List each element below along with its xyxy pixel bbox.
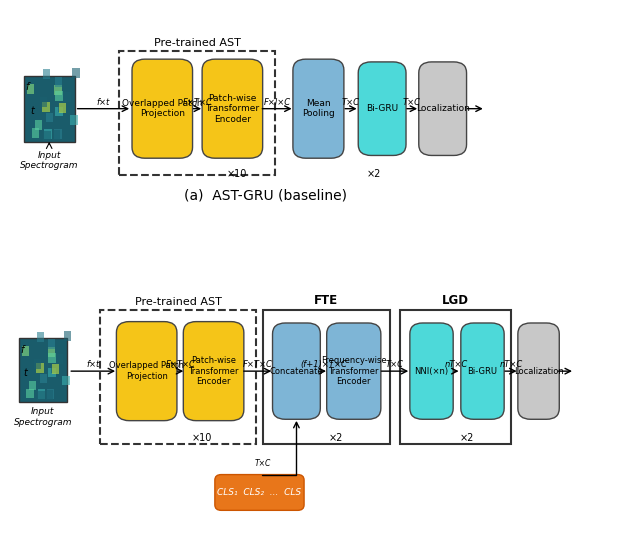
Bar (49, 368, 56, 378)
Text: NNI(×n): NNI(×n) (415, 367, 449, 375)
Bar (34, 359, 41, 369)
Text: Pre-trained AST: Pre-trained AST (135, 297, 221, 307)
Bar (40, 97, 47, 107)
Bar (45, 113, 53, 122)
Text: T×C: T×C (403, 97, 421, 107)
Text: FTE: FTE (314, 294, 339, 307)
Text: F×T×C: F×T×C (182, 97, 212, 107)
Text: Localization: Localization (514, 367, 563, 375)
FancyBboxPatch shape (419, 62, 467, 155)
Text: Bi-GRU: Bi-GRU (467, 367, 497, 375)
Bar (47, 347, 55, 357)
Text: t: t (30, 106, 34, 117)
Bar (31, 128, 39, 138)
Text: ×10: ×10 (192, 434, 212, 444)
Text: nT×C: nT×C (445, 360, 468, 369)
Text: CLS₁  CLS₂  ...  CLS: CLS₁ CLS₂ ... CLS (218, 488, 301, 497)
Text: (f+1)×T×C: (f+1)×T×C (300, 360, 347, 369)
Bar (42, 102, 50, 112)
Text: F×T×C: F×T×C (166, 360, 195, 369)
Bar (55, 107, 63, 117)
Text: Patch-wise
Transformer
Encoder: Patch-wise Transformer Encoder (205, 94, 259, 123)
Text: f: f (20, 345, 24, 354)
Bar (22, 347, 29, 356)
Bar (62, 376, 70, 385)
Text: nT×C: nT×C (499, 360, 522, 369)
Bar (27, 84, 34, 94)
FancyBboxPatch shape (183, 322, 244, 421)
Text: ×10: ×10 (227, 169, 247, 179)
Text: ×2: ×2 (329, 434, 343, 444)
Text: f×t: f×t (86, 360, 100, 369)
Bar (46, 390, 53, 400)
Bar (37, 391, 45, 401)
Text: Concatenate: Concatenate (269, 367, 323, 375)
Text: Overlapped Patch
Projection: Overlapped Patch Projection (109, 362, 184, 381)
FancyBboxPatch shape (116, 322, 177, 421)
Bar (38, 389, 45, 399)
Bar (51, 364, 59, 373)
Bar (59, 103, 66, 113)
FancyBboxPatch shape (461, 323, 504, 419)
Bar (40, 374, 47, 383)
Text: T×C: T×C (255, 459, 271, 468)
Text: Bi-GRU: Bi-GRU (366, 104, 398, 113)
Bar (63, 92, 71, 102)
Text: Patch-wise
Transformer
Encoder: Patch-wise Transformer Encoder (188, 356, 239, 386)
Bar (26, 389, 33, 398)
Bar (52, 364, 59, 374)
Bar (44, 129, 52, 139)
Text: f×t: f×t (97, 97, 110, 107)
FancyBboxPatch shape (410, 323, 453, 419)
FancyBboxPatch shape (518, 323, 559, 419)
Text: Input
Spectrogram: Input Spectrogram (20, 151, 79, 170)
FancyBboxPatch shape (273, 323, 320, 419)
Text: F×l×C: F×l×C (264, 97, 291, 107)
Text: T×C: T×C (342, 97, 360, 107)
Bar (49, 353, 56, 363)
Text: Localization: Localization (416, 104, 470, 113)
Bar (19, 338, 67, 401)
FancyBboxPatch shape (132, 59, 193, 158)
Bar (47, 389, 54, 399)
Bar (48, 340, 55, 349)
Bar (35, 120, 42, 130)
Text: Mean
Pooling: Mean Pooling (302, 99, 335, 118)
Text: T×C: T×C (386, 360, 404, 369)
Text: t: t (23, 368, 27, 378)
Bar (44, 131, 51, 140)
Text: Pre-trained AST: Pre-trained AST (154, 38, 241, 48)
Bar (36, 363, 44, 373)
Text: (a)  AST-GRU (baseline): (a) AST-GRU (baseline) (184, 189, 348, 202)
Bar (55, 77, 63, 87)
Bar (52, 130, 60, 139)
Bar (24, 76, 75, 142)
Bar (43, 69, 51, 79)
Bar (64, 331, 72, 341)
Bar (29, 380, 36, 390)
Text: ×2: ×2 (460, 434, 474, 444)
Text: ×2: ×2 (367, 169, 381, 179)
Bar (55, 91, 63, 101)
Text: Input
Spectrogram: Input Spectrogram (13, 408, 72, 427)
Bar (70, 114, 77, 124)
Text: F×T×C: F×T×C (243, 360, 273, 369)
FancyBboxPatch shape (326, 323, 381, 419)
Text: Frequency-wise
Transformer
Encoder: Frequency-wise Transformer Encoder (321, 356, 387, 386)
Bar (54, 129, 61, 139)
FancyBboxPatch shape (202, 59, 262, 158)
Text: LGD: LGD (442, 294, 469, 307)
FancyBboxPatch shape (215, 474, 304, 510)
Bar (58, 102, 66, 112)
Text: Overlapped Patch
Projection: Overlapped Patch Projection (122, 99, 202, 118)
Text: f: f (25, 82, 29, 92)
FancyBboxPatch shape (358, 62, 406, 155)
Bar (54, 85, 62, 95)
Bar (72, 68, 80, 78)
Bar (37, 332, 44, 342)
FancyBboxPatch shape (293, 59, 344, 158)
Bar (56, 354, 63, 364)
